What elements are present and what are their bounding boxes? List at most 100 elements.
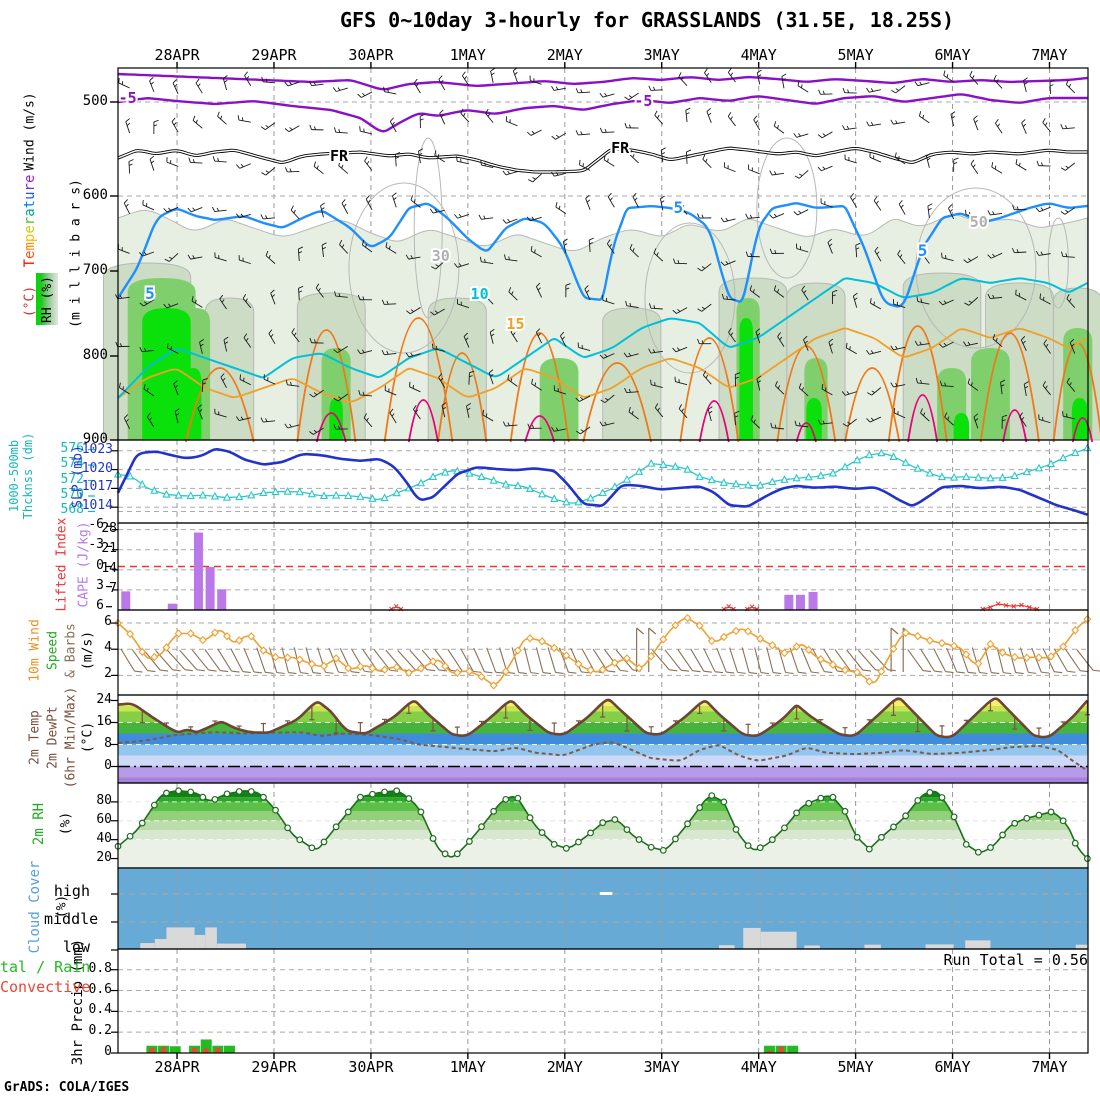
contour-label: 5 [673,198,683,217]
date-label-bottom: 6MAY [934,1058,971,1076]
temperature-letter: T [22,258,38,268]
axis-label: 28 [101,520,117,536]
date-label-bottom: 1MAY [449,1058,486,1076]
axis-label: tal / Rain [0,958,91,976]
contour-label: 50 [970,213,988,231]
date-label-top: 7MAY [1031,46,1068,64]
rh-axis-label: RH (%) [36,273,58,325]
axis-label: 6 [96,597,104,613]
date-label-bottom: 2MAY [546,1058,583,1076]
date-label-top: 28APR [154,46,200,64]
contour-label: FR [611,139,630,157]
axis-label: 16 [96,713,112,729]
temperature-letter: u [22,191,38,200]
axis-label: 6 [104,614,112,630]
axis-label: 0.2 [88,1023,112,1039]
date-label-bottom: 7MAY [1031,1058,1068,1076]
axis-label: 4 [104,640,112,656]
contour-label: -5 [119,89,137,107]
temperature-letter: r [22,216,38,226]
axis-label: 1014 [81,498,113,514]
axis-label: 1017 [81,479,113,495]
temperature-letter: e [22,225,38,234]
axis-label: 0.8 [88,960,112,976]
date-label-bottom: 5MAY [837,1058,874,1076]
axis-label: 0.4 [88,1002,112,1018]
axis-label: 20 [96,849,112,865]
axis-label: -3 [88,537,104,553]
panel-slp-thickness [88,439,1092,524]
axis-label: (%) [54,894,70,919]
axis-label: 0 [96,557,104,573]
axis-label: 14 [101,560,117,576]
temperature-letter: e [22,174,38,184]
date-label-bottom: 4MAY [740,1058,777,1076]
contour-label: -5 [634,92,652,110]
axis-label: 1000-500mb [7,439,21,513]
temperature-letter: a [22,208,38,217]
axis-label: 40 [96,830,112,846]
axis-label: Cloud Cover [27,860,43,954]
temperature-letter: e [22,250,38,259]
panel-wind10m [111,609,1100,696]
axis-label: 500 [82,93,108,109]
axis-label: 568 [60,502,84,518]
temperature-letter: t [22,199,38,209]
date-label-bottom: 28APR [154,1058,200,1076]
date-label-bottom: 30APR [348,1058,394,1076]
temperature-letter: m [22,242,38,251]
date-label-bottom: 29APR [251,1058,297,1076]
axis-label: 3hr Precip (mm) [70,938,86,1066]
axis-label: 1020 [81,460,113,476]
axis-label: 1023 [81,441,113,457]
contour-label: 15 [506,315,524,333]
temperature-letter: r [22,183,38,192]
panel-rh2m [111,782,1091,869]
page-title: GFS 0~10day 3-hourly for GRASSLANDS (31.… [340,8,955,32]
axis-label: 900 [82,431,108,447]
axis-label: 0 [104,1044,112,1059]
panel-upper-air: -5 -5 FR FR 5 5 5 10 15 30 50 [102,67,1100,443]
date-label-top: 6MAY [934,46,971,64]
grads-credit: GrADS: COLA/IGES [4,1080,130,1095]
contour-label: 5 [145,284,155,303]
axis-label: 800 [82,347,108,363]
axis-label: 3 [96,577,104,593]
contour-label: FR [330,147,349,165]
panel-cloud-cover [111,867,1089,951]
axis-label: middle [44,910,99,928]
axis-label: 0 [104,757,112,773]
date-label-top: 1MAY [449,46,486,64]
axis-label: 60 [96,811,112,827]
axis-label: 570 [60,487,84,502]
axis-label: 80 [96,792,112,808]
axis-label: 8 [104,735,112,751]
date-label-top: 5MAY [837,46,874,64]
axis-label: Convective [0,978,91,996]
axis-label: 574 [60,456,84,472]
axis-label: high [53,882,90,900]
rh-axis-label-text: RH (%) [39,275,55,323]
temperature-letter: p [22,233,38,243]
run-total-label: Run Total = 0.56 [943,951,1089,969]
axis-label: 21 [101,540,117,556]
axis-label: low [62,938,90,956]
axis-label: 2 [104,666,112,682]
axis-label: 0.6 [88,981,112,997]
axis-label: 600 [82,187,108,203]
panel-temp2m [111,694,1090,784]
contour-label: 5 [918,241,928,260]
panel-cape-li [106,522,1089,612]
axis-label: 576 [60,440,84,456]
contour-label: 10 [471,285,489,303]
temperature-axis-label: Temperature [22,21,38,421]
date-label-top: 30APR [348,46,394,64]
panel-precip [111,948,1089,1054]
date-label-top: 3MAY [643,46,680,64]
date-label-bottom: 3MAY [643,1058,680,1076]
contour-label: 30 [432,247,450,265]
date-label-top: 2MAY [546,46,583,64]
axis-label: 24 [96,691,112,707]
